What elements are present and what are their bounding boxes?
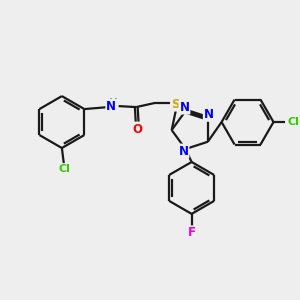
Text: Cl: Cl — [59, 164, 71, 174]
Text: N: N — [179, 100, 190, 114]
Text: N: N — [204, 108, 214, 121]
Text: N: N — [106, 100, 116, 112]
Text: F: F — [188, 226, 196, 239]
Text: S: S — [171, 98, 179, 111]
Text: N: N — [178, 145, 188, 158]
Text: O: O — [132, 122, 142, 136]
Text: H: H — [109, 98, 118, 108]
Text: Cl: Cl — [287, 117, 299, 127]
